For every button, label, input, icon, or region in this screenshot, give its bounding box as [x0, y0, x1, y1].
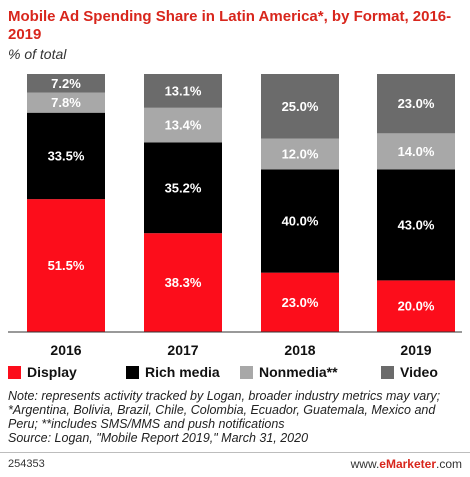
brand-logo: www.eMarketer.com [351, 457, 462, 471]
legend-label: Nonmedia** [259, 364, 338, 380]
chart-title: Mobile Ad Spending Share in Latin Americ… [8, 8, 452, 43]
data-label: 12.0% [282, 146, 319, 161]
bar-segment-richmedia-2019 [377, 169, 455, 281]
legend-item: Rich media [126, 364, 220, 380]
x-tick-label: 2019 [400, 342, 431, 358]
data-label: 35.2% [165, 180, 202, 195]
data-label: 23.0% [398, 96, 435, 111]
chart-subtitle: % of total [8, 46, 67, 62]
legend-swatch [126, 365, 139, 379]
data-label: 7.8% [51, 95, 81, 110]
data-label: 43.0% [398, 217, 435, 232]
brand-suffix: .com [435, 457, 462, 471]
bar-segment-display-2017 [144, 233, 222, 332]
legend-swatch [8, 365, 21, 379]
bar-segment-video-2019 [377, 74, 455, 134]
x-tick-label: 2018 [284, 342, 315, 358]
bar-segment-nonmedia-2019 [377, 133, 455, 170]
category-labels: 2016 2017 2018 2019 [50, 342, 431, 358]
data-label: 33.5% [48, 148, 85, 163]
bar-segment-richmedia-2016 [27, 112, 105, 200]
data-label: 40.0% [282, 214, 319, 229]
bar-segment-display-2019 [377, 280, 455, 332]
data-label: 20.0% [398, 299, 435, 314]
brand-name: eMarketer [379, 457, 436, 471]
x-tick-label: 2017 [167, 342, 198, 358]
data-label: 13.4% [165, 118, 202, 133]
brand-prefix: www. [350, 457, 380, 471]
data-label: 25.0% [282, 99, 319, 114]
bar-segment-richmedia-2018 [261, 169, 339, 273]
data-label: 7.2% [51, 76, 81, 91]
data-label: 13.1% [165, 83, 202, 98]
legend-item: Nonmedia** [240, 364, 338, 380]
chart-note: Note: represents activity tracked by Log… [8, 389, 441, 431]
x-tick-label: 2016 [50, 342, 81, 358]
legend-label: Rich media [145, 364, 220, 380]
stacked-bar-chart: 51.5% 33.5% 7.8% 7.2% 38.3% 35.2% 13.4% 13.1% 23… [8, 74, 462, 358]
bar-segment-display-2016 [27, 199, 105, 332]
bars-layer: 51.5% 33.5% 7.8% 7.2% 38.3% 35.2% 13.4% 13.1% 23… [27, 74, 455, 332]
bar-segment-video-2018 [261, 74, 339, 139]
bar-segment-nonmedia-2016 [27, 92, 105, 113]
bar-segment-nonmedia-2018 [261, 138, 339, 170]
legend-item: Video [381, 364, 438, 380]
bar-segment-video-2017 [144, 74, 222, 108]
legend-label: Video [400, 364, 438, 380]
data-label: 14.0% [398, 144, 435, 159]
footer-divider [0, 452, 470, 453]
bar-segment-video-2016 [27, 74, 105, 93]
legend-swatch [240, 365, 253, 379]
legend-swatch [381, 365, 394, 379]
chart-legend: Display Rich media Nonmedia** Video [8, 364, 466, 384]
chart-source: Source: Logan, "Mobile Report 2019," Mar… [8, 431, 309, 445]
bar-segment-richmedia-2017 [144, 142, 222, 234]
bar-segment-display-2018 [261, 272, 339, 332]
legend-label: Display [27, 364, 77, 380]
bar-segment-nonmedia-2017 [144, 107, 222, 143]
data-label: 38.3% [165, 275, 202, 290]
data-label: 51.5% [48, 258, 85, 273]
chart-id: 254353 [8, 458, 45, 470]
legend-item: Display [8, 364, 77, 380]
data-label: 23.0% [282, 295, 319, 310]
